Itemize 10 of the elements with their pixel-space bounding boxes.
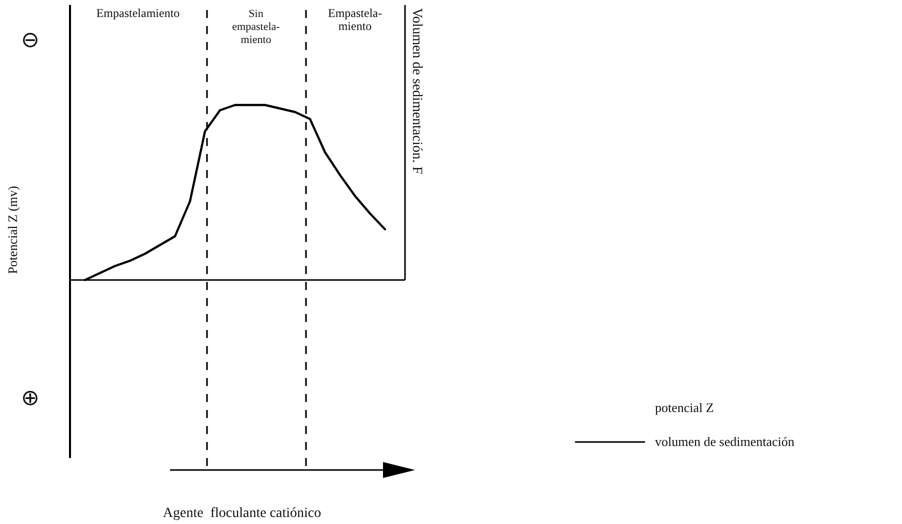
text: ⊖ — [21, 27, 39, 52]
text: Sin empastela- miento — [232, 8, 280, 46]
text: ⊕ — [21, 385, 39, 410]
text: Agente floculante catiónico — [162, 506, 322, 521]
text: Empastelamiento — [96, 6, 180, 20]
text: potencial Z — [655, 400, 714, 415]
y2-axis-title: Volumen de sedimentación. F — [409, 8, 424, 174]
text: volumen de sedimentación — [655, 434, 795, 449]
y-axis-title: Potencial Z (mv) — [5, 186, 20, 274]
text: Empastela- miento — [328, 6, 382, 33]
